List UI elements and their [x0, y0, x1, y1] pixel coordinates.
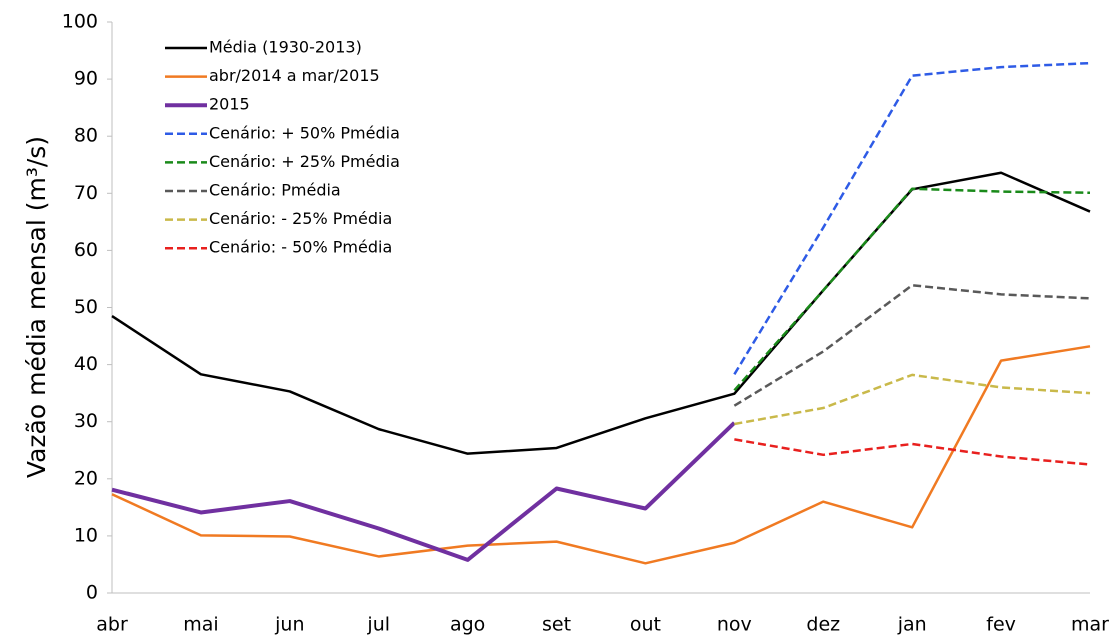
legend-label: Cenário: + 50% Pmédia [209, 123, 400, 142]
x-tick-label: nov [717, 614, 752, 636]
legend-label: Cenário: Pmédia [209, 181, 341, 200]
legend-label: Cenário: + 25% Pmédia [209, 152, 400, 171]
series-line [111, 421, 736, 562]
legend-label: Média (1930-2013) [209, 38, 362, 57]
x-tick-label: mar [1071, 614, 1109, 636]
series-line [111, 171, 1091, 455]
y-tick-label: 50 [74, 296, 98, 318]
y-tick-label: 60 [74, 239, 98, 261]
x-tick-label: fev [986, 614, 1016, 636]
x-tick-label: jun [274, 614, 304, 636]
series-line [734, 373, 1091, 426]
x-tick-label: jan [897, 614, 927, 636]
x-tick-label: set [542, 614, 571, 636]
y-axis-label: Vazão média mensal (m³/s) [22, 136, 51, 478]
legend-label: 2015 [209, 95, 250, 114]
series-line [111, 345, 1091, 565]
x-tick-label: ago [450, 614, 485, 636]
legend-label: Cenário: - 25% Pmédia [209, 209, 392, 228]
y-tick-label: 20 [74, 467, 98, 489]
y-tick-label: 70 [74, 182, 98, 204]
x-tick-label: jul [366, 614, 390, 636]
series-line [733, 187, 1091, 392]
y-tick-label: 40 [74, 353, 98, 375]
series-line [733, 61, 1091, 375]
y-tick-label: 100 [62, 11, 98, 33]
y-tick-label: 80 [74, 125, 98, 147]
y-tick-label: 30 [74, 410, 98, 432]
x-tick-label: mai [183, 614, 218, 636]
y-tick-label: 90 [74, 68, 98, 90]
y-tick-label: 0 [86, 582, 98, 604]
x-tick-label: out [630, 614, 661, 636]
legend-label: Cenário: - 50% Pmédia [209, 238, 392, 257]
x-tick-label: abr [96, 614, 128, 636]
legend-label: abr/2014 a mar/2015 [209, 66, 380, 85]
series-line [733, 283, 1091, 407]
x-tick-label: dez [806, 614, 840, 636]
series-line [734, 438, 1091, 466]
y-tick-label: 10 [74, 524, 98, 546]
